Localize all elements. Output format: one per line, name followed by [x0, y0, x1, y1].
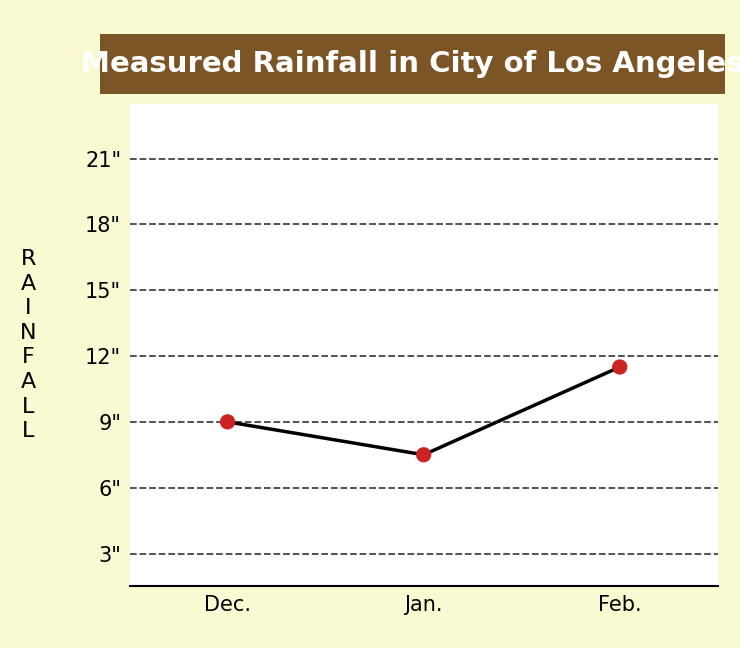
Point	[613, 362, 625, 372]
Text: R: R	[21, 249, 36, 269]
Text: I: I	[25, 298, 31, 318]
Text: L: L	[22, 397, 34, 417]
Text: A: A	[21, 273, 36, 294]
Text: N: N	[20, 323, 36, 343]
Text: L: L	[22, 421, 34, 441]
Text: F: F	[21, 347, 35, 367]
Text: Measured Rainfall in City of Los Angeles: Measured Rainfall in City of Los Angeles	[81, 50, 740, 78]
Text: 2020 - 2021: 2020 - 2021	[352, 63, 495, 87]
Point	[417, 450, 429, 460]
Text: A: A	[21, 372, 36, 392]
Point	[222, 417, 234, 427]
